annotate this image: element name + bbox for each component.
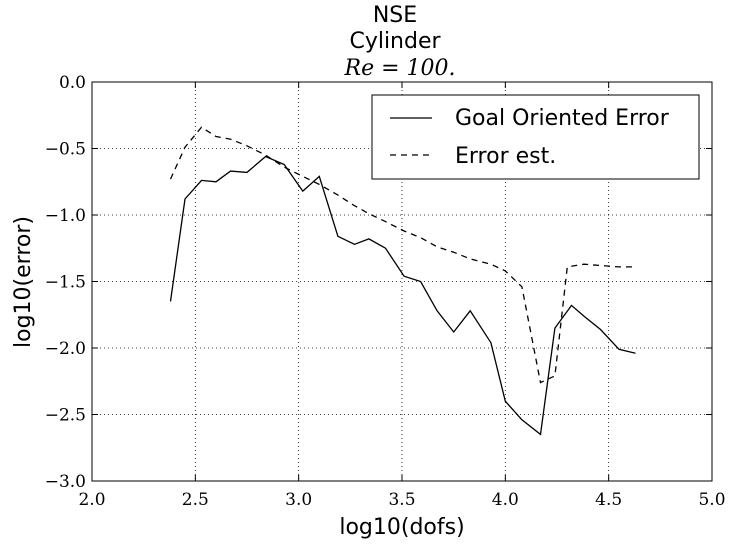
y-tick-label: 0.0	[59, 73, 86, 93]
y-tick-label: −3.0	[45, 472, 86, 492]
legend-label-error-est: Error est.	[455, 144, 556, 169]
y-tick-label: −1.0	[45, 206, 86, 226]
y-tick-label: −2.5	[45, 406, 86, 426]
series-line-goal-oriented-error	[169, 155, 636, 436]
x-tick-label: 4.5	[595, 490, 622, 510]
y-tick-label: −1.5	[45, 273, 86, 293]
chart-title-line-2: Cylinder	[349, 29, 441, 54]
x-tick-label: 2.5	[182, 490, 209, 510]
x-tick-label: 3.5	[388, 490, 415, 510]
x-tick-label: 5.0	[698, 490, 725, 510]
series-layer	[169, 126, 636, 436]
legend-label-goal-oriented-error: Goal Oriented Error	[455, 106, 670, 131]
series-line-error-est	[169, 126, 636, 384]
chart-title-line-3: Re = 100.	[344, 56, 456, 81]
tick-labels: 2.0 2.5 3.0 3.5 4.0 4.5 5.0 0.0 −0.5 −1.0 −1.5 −2.0…	[45, 73, 726, 510]
y-axis-label: log10(error)	[11, 216, 36, 348]
legend: Goal Oriented Error Error est.	[371, 94, 700, 180]
x-tick-label: 2.0	[78, 490, 105, 510]
x-tick-label: 3.0	[285, 490, 312, 510]
x-axis-label: log10(dofs)	[339, 515, 464, 540]
x-tick-label: 4.0	[492, 490, 519, 510]
y-tick-label: −0.5	[45, 140, 86, 160]
chart-title-line-1: NSE	[373, 3, 417, 28]
legend-box	[371, 94, 700, 180]
ticks	[91, 81, 713, 482]
y-tick-label: −2.0	[45, 339, 86, 359]
